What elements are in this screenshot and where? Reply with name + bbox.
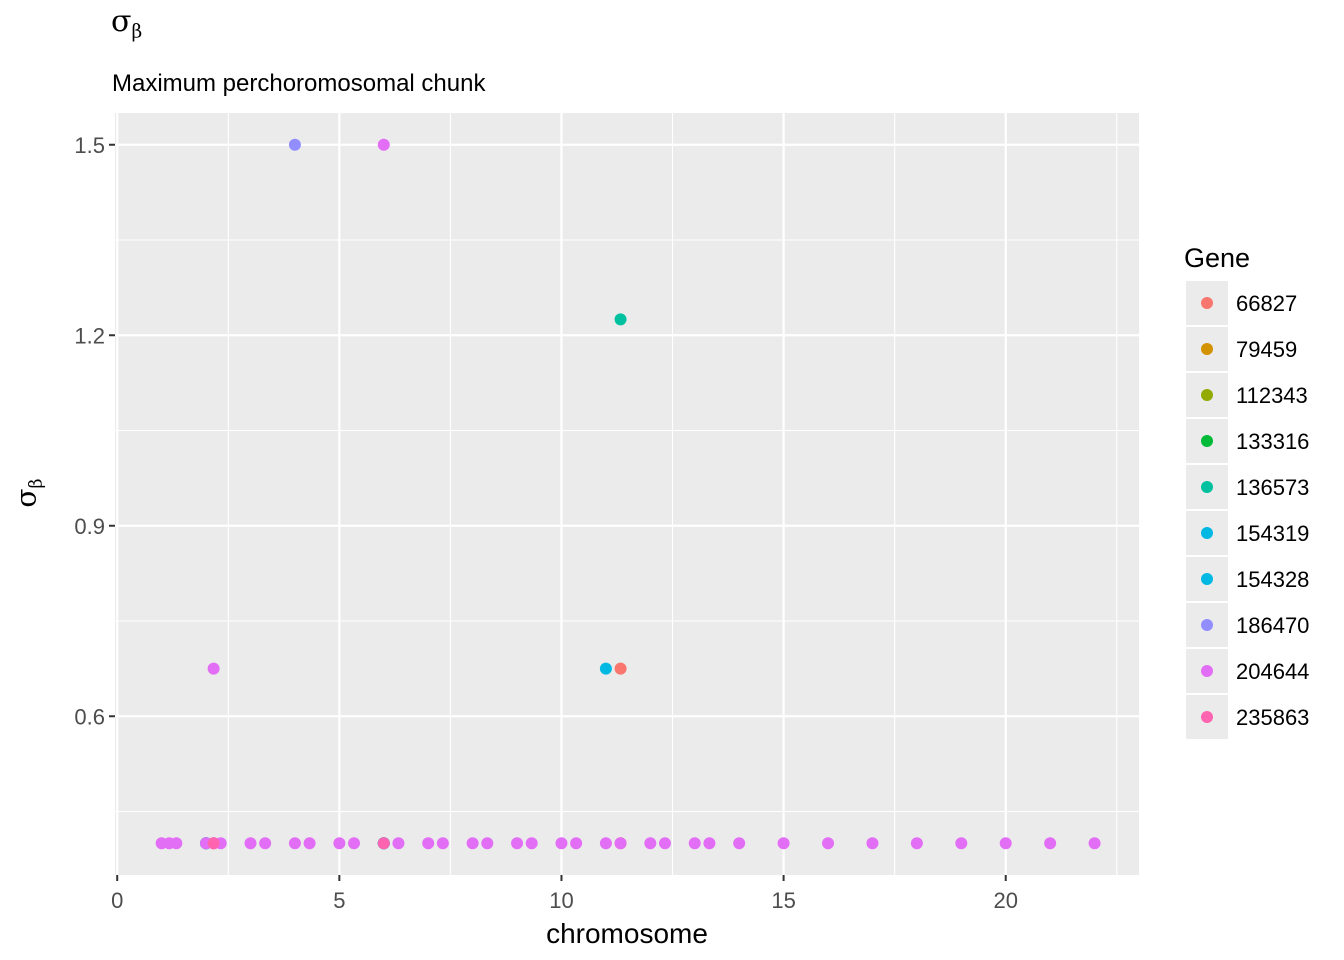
data-point [303, 837, 316, 850]
legend-key [1186, 649, 1228, 693]
data-point [614, 313, 627, 326]
data-point [866, 837, 879, 850]
legend-label: 235863 [1236, 705, 1310, 730]
data-point [422, 837, 435, 850]
data-point [614, 837, 627, 850]
legend-label: 112343 [1236, 383, 1308, 408]
legend-dot [1201, 527, 1213, 539]
data-point [703, 837, 716, 850]
data-point [207, 837, 220, 850]
legend-dot [1201, 573, 1213, 585]
plot-panel [115, 113, 1139, 875]
legend-key [1186, 373, 1228, 417]
data-point [288, 837, 301, 850]
legend-key [1186, 327, 1228, 371]
legend-label: 154319 [1236, 521, 1310, 546]
y-tick-label: 0.6 [74, 704, 105, 729]
legend-key [1186, 419, 1228, 463]
data-point [999, 837, 1012, 850]
data-point [259, 837, 272, 850]
legend-title: Gene [1184, 243, 1251, 273]
data-point [822, 837, 835, 850]
data-point [207, 662, 220, 675]
data-point [525, 837, 538, 850]
data-point [599, 662, 612, 675]
x-axis-label: chromosome [546, 918, 708, 949]
legend-dot [1201, 481, 1213, 493]
legend-label: 154328 [1236, 567, 1310, 592]
legend-label: 133316 [1236, 429, 1310, 454]
legend-dot [1201, 435, 1213, 447]
legend-label: 79459 [1236, 337, 1298, 362]
legend-key [1186, 281, 1228, 325]
data-point [436, 837, 449, 850]
data-point [392, 837, 405, 850]
data-point [614, 662, 627, 675]
data-point [377, 837, 390, 850]
data-point [481, 837, 494, 850]
legend-label: 136573 [1236, 475, 1310, 500]
chart-subtitle: Maximum perchoromosomal chunk [112, 70, 486, 97]
data-point [377, 138, 390, 151]
data-point [955, 837, 968, 850]
data-point [570, 837, 583, 850]
data-point [644, 837, 657, 850]
y-tick-label: 1.5 [74, 133, 105, 158]
data-point [688, 837, 701, 850]
legend-label: 66827 [1236, 291, 1298, 316]
x-tick-label: 20 [993, 888, 1017, 913]
data-point [910, 837, 923, 850]
legend-key [1186, 465, 1228, 509]
data-point [777, 837, 790, 850]
legend-label: 204644 [1236, 659, 1310, 684]
data-point [733, 837, 746, 850]
data-point [599, 837, 612, 850]
x-tick-label: 0 [111, 888, 123, 913]
legend-key [1186, 603, 1228, 647]
x-tick-label: 5 [333, 888, 345, 913]
x-tick-label: 15 [771, 888, 795, 913]
data-point [658, 837, 671, 850]
legend-dot [1201, 389, 1213, 401]
data-point [170, 837, 183, 850]
legend-dot [1201, 711, 1213, 723]
data-point [348, 837, 361, 850]
data-point [555, 837, 568, 850]
legend-dot [1201, 619, 1213, 631]
data-point [333, 837, 346, 850]
legend-dot [1201, 665, 1213, 677]
data-point [466, 837, 479, 850]
data-point [1088, 837, 1101, 850]
data-point [511, 837, 524, 850]
y-tick-label: 0.9 [74, 514, 105, 539]
legend-label: 186470 [1236, 613, 1310, 638]
legend-dot [1201, 343, 1213, 355]
legend-dot [1201, 297, 1213, 309]
x-tick-label: 10 [549, 888, 573, 913]
legend-key [1186, 557, 1228, 601]
data-point [1044, 837, 1057, 850]
y-tick-label: 1.2 [74, 323, 105, 348]
data-point [288, 138, 301, 151]
legend-key [1186, 511, 1228, 555]
chart-title: σβ [111, 4, 143, 43]
y-axis-label: σβ [9, 478, 47, 508]
data-point [244, 837, 257, 850]
legend-key [1186, 695, 1228, 739]
